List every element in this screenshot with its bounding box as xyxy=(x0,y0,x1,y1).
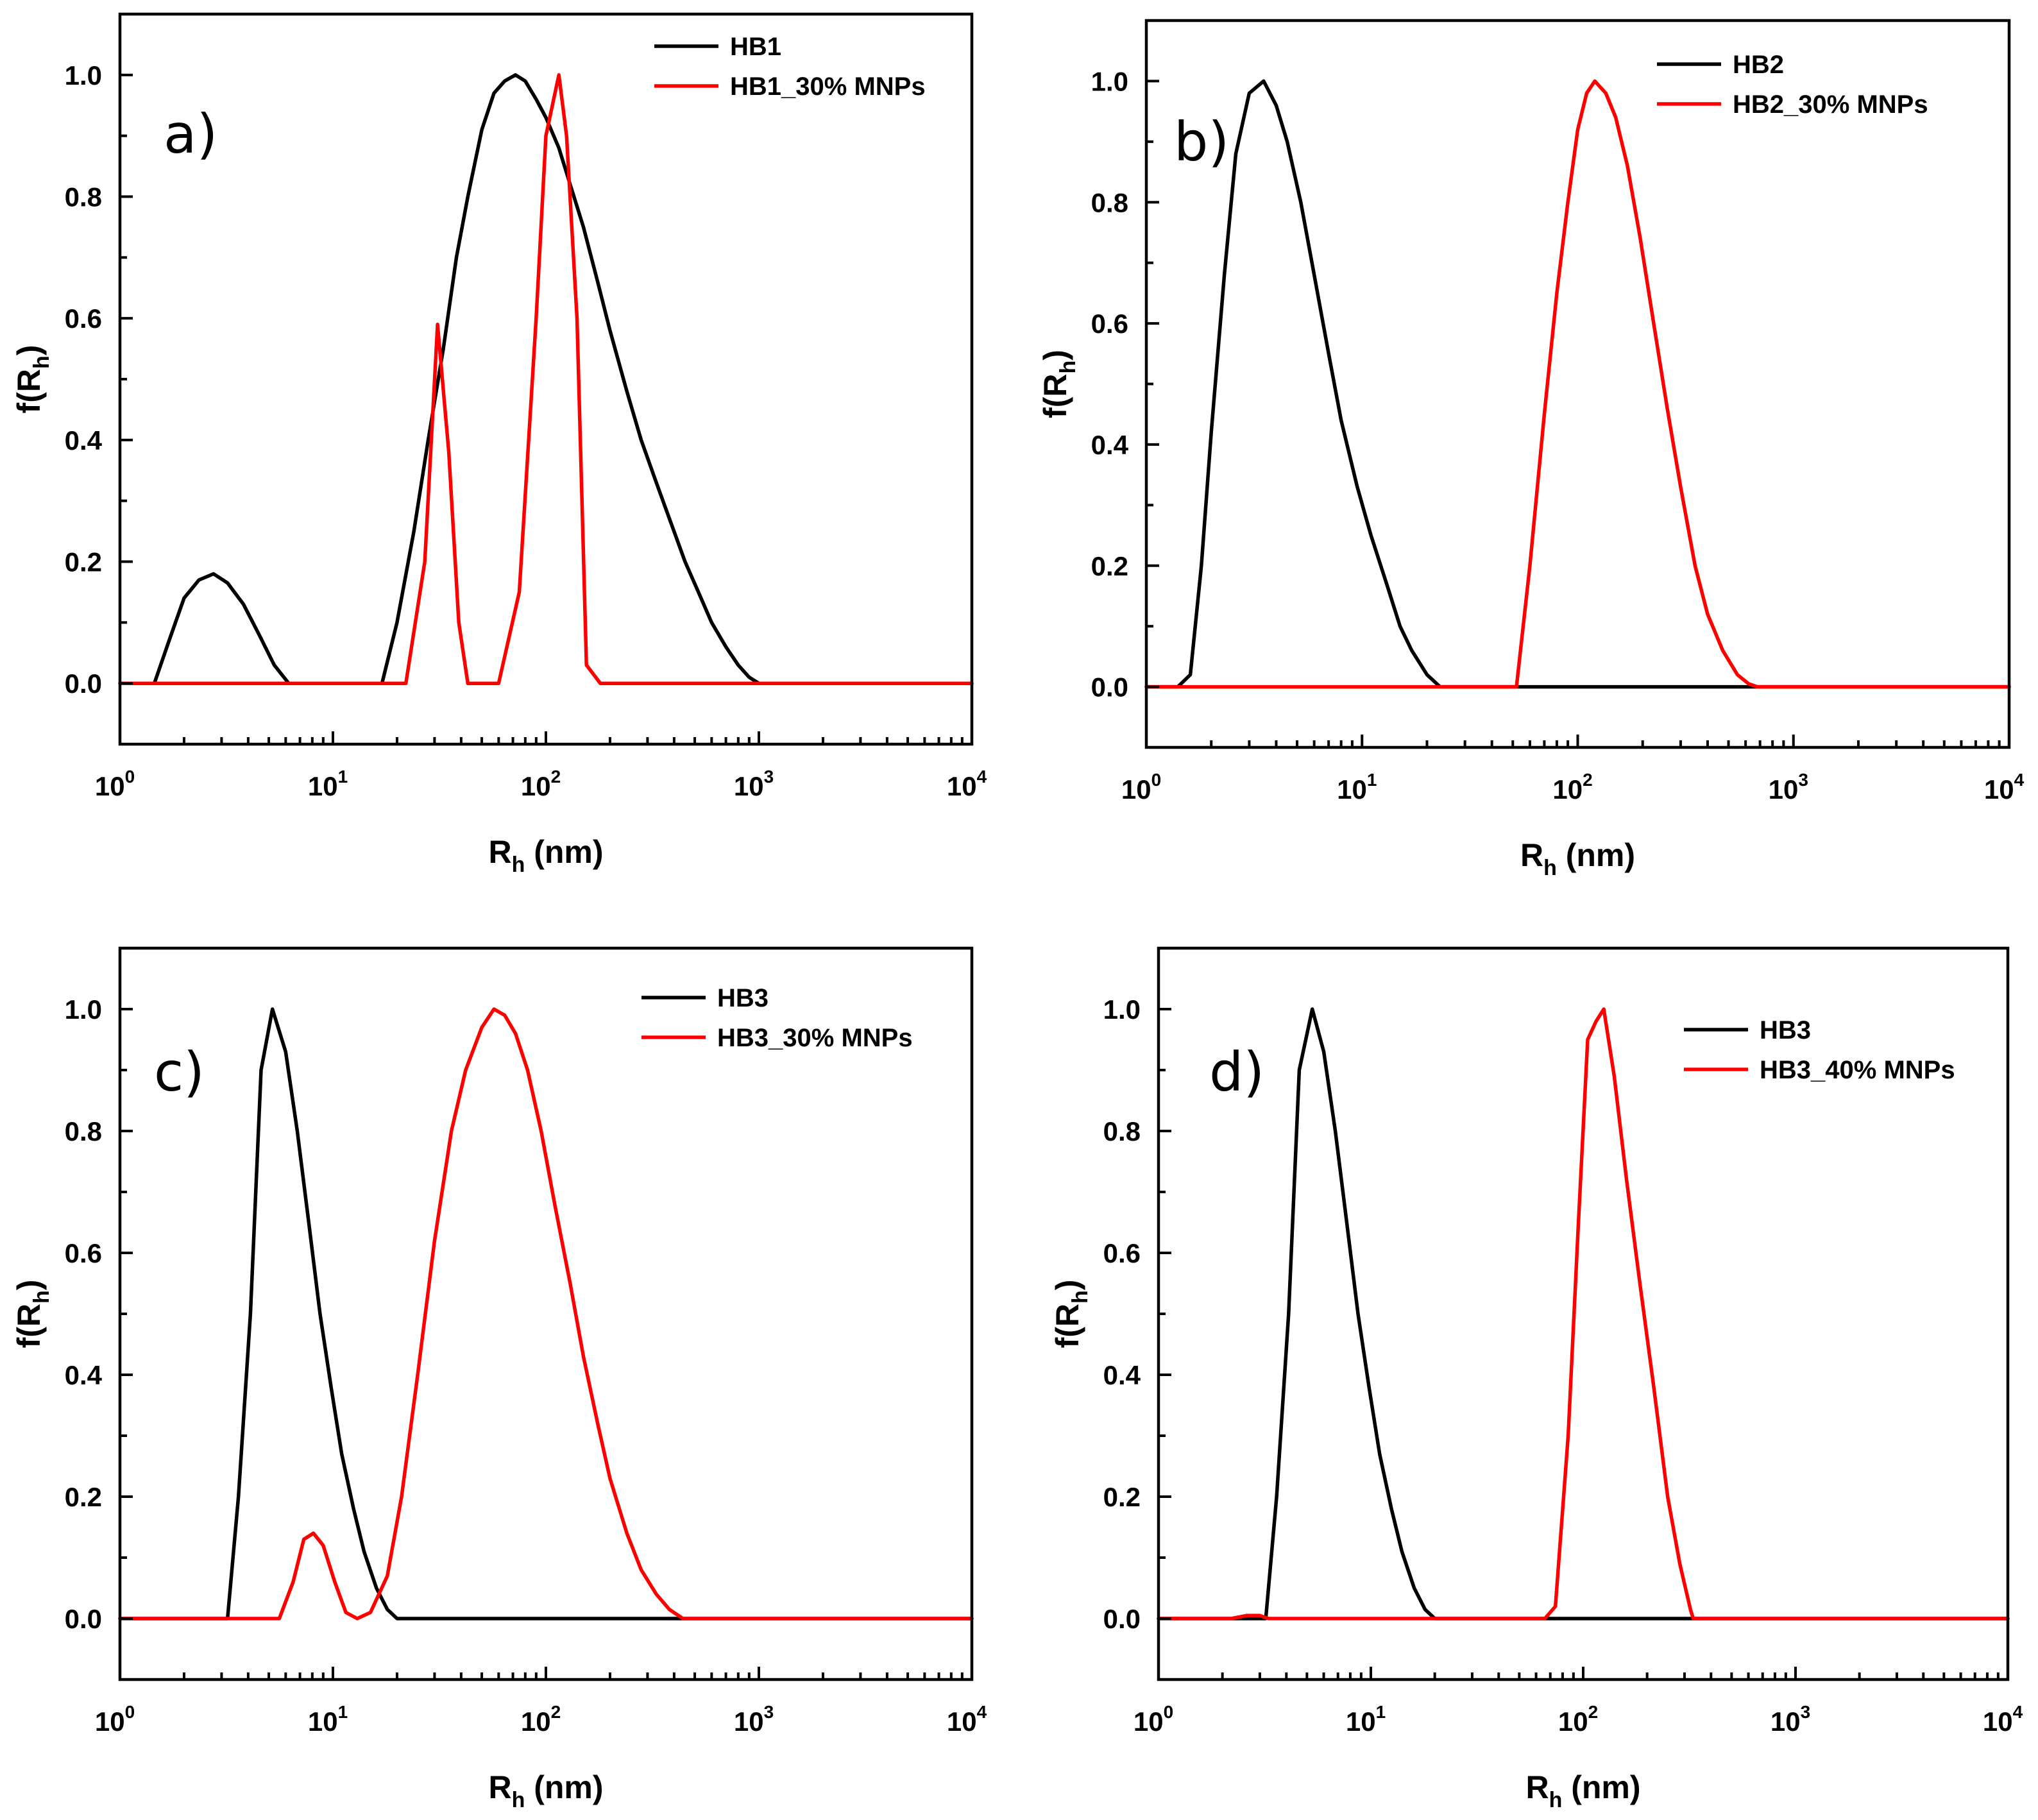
y-tick-label: 0.0 xyxy=(1103,1604,1141,1634)
y-tick-label: 1.0 xyxy=(65,994,102,1025)
y-tick-label: 0.4 xyxy=(65,425,103,455)
series-line-pristine xyxy=(118,73,974,685)
series-line-pristine xyxy=(1144,79,2011,689)
y-tick-label: 0.8 xyxy=(65,182,102,212)
x-tick-label: 101 xyxy=(308,767,348,801)
y-axis-title: f(Rh) xyxy=(11,345,54,414)
panel-label: a) xyxy=(164,103,217,166)
legend: HB3 HB3_30% MNPs xyxy=(641,984,913,1052)
y-axis-title: f(Rh) xyxy=(1037,350,1080,418)
y-tick-label: 1.0 xyxy=(1091,66,1128,96)
legend-label: HB2_30% MNPs xyxy=(1733,90,1928,119)
legend-label: HB3 xyxy=(1760,1016,1811,1044)
legend: HB3 HB3_40% MNPs xyxy=(1684,1016,1955,1084)
x-axis-title: Rh (nm) xyxy=(1520,837,1635,880)
panel-label: d) xyxy=(1209,1041,1264,1103)
x-tick-label: 100 xyxy=(1134,1702,1173,1737)
series-line-mnps xyxy=(118,73,974,685)
series-line-pristine xyxy=(1157,1007,2010,1620)
y-tick-label: 0.6 xyxy=(65,1238,102,1268)
y-tick-label: 0.0 xyxy=(65,1604,102,1634)
x-tick-label: 103 xyxy=(734,1702,774,1737)
y-tick-label: 0.8 xyxy=(65,1116,102,1146)
series-line-pristine xyxy=(118,1007,974,1620)
x-tick-label: 104 xyxy=(947,1702,987,1737)
axes-frame xyxy=(118,946,974,1681)
y-axis-title: f(Rh) xyxy=(11,1280,54,1348)
x-tick-label: 104 xyxy=(1984,770,2025,804)
x-tick-label: 102 xyxy=(1558,1702,1598,1737)
y-tick-label: 0.8 xyxy=(1091,187,1128,217)
legend-label: HB2 xyxy=(1733,51,1784,79)
legend-label: HB3_40% MNPs xyxy=(1760,1056,1955,1084)
panel-label: b) xyxy=(1174,110,1229,173)
y-tick-label: 0.4 xyxy=(1103,1360,1141,1390)
x-axis-title: Rh (nm) xyxy=(488,834,603,877)
x-axis-title: Rh (nm) xyxy=(1525,1769,1640,1812)
x-tick-label: 102 xyxy=(521,767,561,801)
chart-panel-4: 100 101 102 103 104 0.0 0.2 0.4 0.6 0.8 1.0 Rh (nm)… xyxy=(1049,946,2023,1812)
y-axis-title: f(Rh) xyxy=(1049,1280,1092,1348)
x-tick-label: 102 xyxy=(1552,770,1592,804)
x-tick-label: 103 xyxy=(1769,770,1808,804)
y-tick-label: 0.0 xyxy=(1091,672,1128,702)
legend-label: HB3 xyxy=(717,984,768,1012)
y-tick-label: 0.8 xyxy=(1103,1116,1141,1146)
legend-label: HB3_30% MNPs xyxy=(717,1024,913,1052)
series-line-mnps xyxy=(1144,79,2011,689)
legend-label: HB1 xyxy=(730,33,781,61)
axes-frame xyxy=(118,12,974,746)
y-tick-label: 0.6 xyxy=(65,303,102,334)
chart-panel-1: 100 101 102 103 104 0.0 0.2 0.4 0.6 0.8 1.0 Rh (nm)… xyxy=(11,12,987,877)
panel-label: c) xyxy=(154,1041,205,1103)
y-tick-label: 0.2 xyxy=(1103,1482,1141,1512)
x-tick-label: 100 xyxy=(1121,770,1161,804)
legend: HB2 HB2_30% MNPs xyxy=(1657,51,1928,119)
x-tick-label: 101 xyxy=(1337,770,1377,804)
y-tick-label: 1.0 xyxy=(65,60,102,90)
y-tick-label: 0.6 xyxy=(1103,1238,1141,1268)
y-tick-label: 0.2 xyxy=(65,1482,102,1512)
y-tick-label: 0.4 xyxy=(65,1360,103,1390)
series-line-mnps xyxy=(118,1007,974,1620)
x-tick-label: 104 xyxy=(947,767,987,801)
x-tick-label: 100 xyxy=(95,1702,135,1737)
chart-panel-3: 100 101 102 103 104 0.0 0.2 0.4 0.6 0.8 1.0 Rh (nm)… xyxy=(11,946,987,1812)
x-tick-label: 102 xyxy=(521,1702,561,1737)
series-line-mnps xyxy=(1157,1007,2010,1620)
x-tick-label: 103 xyxy=(734,767,774,801)
chart-panel-2: 100 101 102 103 104 0.0 0.2 0.4 0.6 0.8 1.0 Rh (nm)… xyxy=(1037,19,2025,880)
legend: HB1 HB1_30% MNPs xyxy=(654,33,926,101)
y-tick-label: 0.2 xyxy=(1091,551,1128,581)
x-tick-label: 101 xyxy=(1346,1702,1386,1737)
y-tick-label: 0.6 xyxy=(1091,309,1128,339)
legend-label: HB1_30% MNPs xyxy=(730,72,926,101)
x-tick-label: 103 xyxy=(1771,1702,1810,1737)
y-tick-label: 0.4 xyxy=(1091,430,1129,460)
y-tick-label: 0.2 xyxy=(65,547,102,577)
x-tick-label: 104 xyxy=(1983,1702,2023,1737)
y-tick-label: 1.0 xyxy=(1103,994,1141,1025)
x-tick-label: 100 xyxy=(95,767,135,801)
x-axis-title: Rh (nm) xyxy=(488,1769,603,1812)
y-tick-label: 0.0 xyxy=(65,668,102,699)
x-tick-label: 101 xyxy=(308,1702,348,1737)
